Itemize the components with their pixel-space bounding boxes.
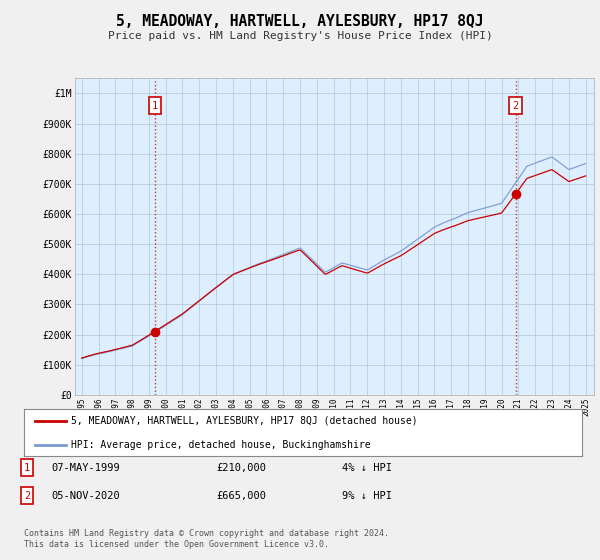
- Text: £665,000: £665,000: [216, 491, 266, 501]
- Text: Contains HM Land Registry data © Crown copyright and database right 2024.
This d: Contains HM Land Registry data © Crown c…: [24, 529, 389, 549]
- Text: 4% ↓ HPI: 4% ↓ HPI: [342, 463, 392, 473]
- Text: 05-NOV-2020: 05-NOV-2020: [51, 491, 120, 501]
- Text: 07-MAY-1999: 07-MAY-1999: [51, 463, 120, 473]
- Text: Price paid vs. HM Land Registry's House Price Index (HPI): Price paid vs. HM Land Registry's House …: [107, 31, 493, 41]
- Text: 9% ↓ HPI: 9% ↓ HPI: [342, 491, 392, 501]
- Text: £210,000: £210,000: [216, 463, 266, 473]
- Text: 5, MEADOWAY, HARTWELL, AYLESBURY, HP17 8QJ: 5, MEADOWAY, HARTWELL, AYLESBURY, HP17 8…: [116, 14, 484, 29]
- Text: 5, MEADOWAY, HARTWELL, AYLESBURY, HP17 8QJ (detached house): 5, MEADOWAY, HARTWELL, AYLESBURY, HP17 8…: [71, 416, 418, 426]
- Text: 2: 2: [512, 101, 519, 110]
- Text: HPI: Average price, detached house, Buckinghamshire: HPI: Average price, detached house, Buck…: [71, 440, 371, 450]
- Text: 1: 1: [24, 463, 30, 473]
- Text: 2: 2: [24, 491, 30, 501]
- Text: 1: 1: [152, 101, 158, 110]
